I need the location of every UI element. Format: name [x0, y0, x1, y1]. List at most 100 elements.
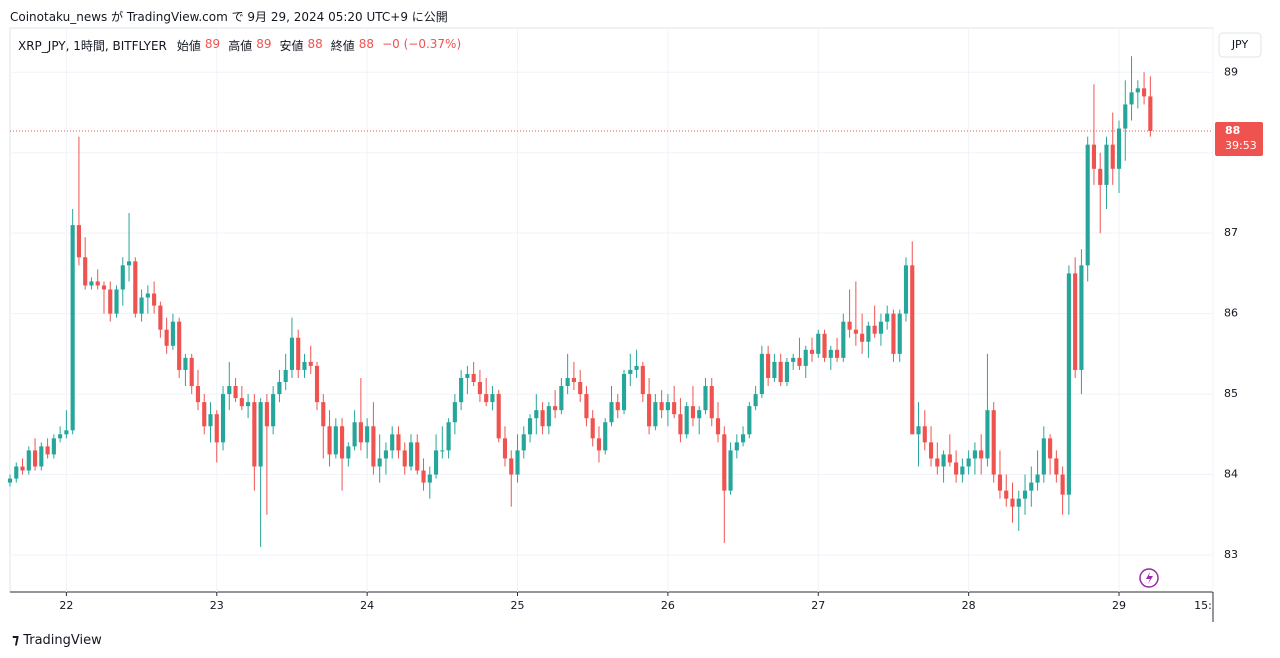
change: −0 (−0.37%): [382, 37, 462, 51]
candle-body: [665, 402, 670, 411]
candle-body: [308, 361, 313, 366]
candle-body: [89, 281, 94, 286]
candle-body: [540, 410, 545, 427]
candle-body: [860, 333, 865, 342]
candle-body: [1148, 96, 1153, 131]
y-tick-label: 84: [1224, 468, 1238, 481]
candle-body: [759, 353, 764, 395]
candle-body: [246, 402, 251, 407]
candle-body: [866, 325, 871, 342]
candle-body: [985, 410, 990, 459]
candle-body: [302, 361, 307, 370]
candle-body: [433, 450, 439, 475]
candle-body: [797, 357, 802, 366]
candle-body: [647, 394, 652, 427]
candle-body: [402, 450, 407, 467]
last-price-label: 88: [1225, 124, 1240, 137]
candle-body: [722, 434, 727, 491]
candle-body: [252, 402, 257, 467]
candle-body: [440, 450, 445, 452]
alert-bolt: [1146, 572, 1153, 584]
candle-body: [365, 426, 370, 443]
candle-body: [910, 265, 915, 435]
candle-body: [715, 418, 721, 435]
candle-body: [421, 470, 426, 483]
candle-body: [1129, 92, 1134, 105]
candle-body: [484, 394, 489, 403]
candle-body: [152, 293, 157, 306]
candle-body: [697, 410, 702, 419]
candle-body: [220, 394, 226, 443]
footer: ⁊ TradingView: [12, 632, 102, 648]
candle-body: [841, 321, 846, 358]
candle-body: [1054, 458, 1059, 475]
candle-body: [778, 361, 783, 383]
candle-body: [1104, 144, 1109, 185]
candle-body: [1091, 144, 1097, 169]
candle-body: [133, 261, 138, 314]
candle-body: [728, 450, 733, 491]
logo: ⁊: [12, 632, 20, 648]
candle-body: [158, 305, 163, 330]
candle-body: [766, 353, 771, 378]
candle-body: [834, 349, 840, 358]
candle-body: [1079, 265, 1084, 370]
brand: TradingView: [23, 632, 102, 648]
candle-body: [672, 402, 677, 415]
grid: [10, 28, 1214, 592]
candle-body: [340, 426, 345, 459]
candle-body: [289, 337, 295, 370]
y-tick-label: 83: [1224, 548, 1238, 561]
y-tick-label: 89: [1224, 65, 1238, 78]
candle-body: [95, 281, 100, 286]
candle-body: [916, 426, 921, 435]
candle-body: [628, 369, 633, 374]
candle-body: [452, 402, 457, 423]
candle-body: [1010, 498, 1015, 507]
candle-body: [747, 406, 752, 435]
candle-body: [1116, 128, 1122, 169]
candle-body: [578, 382, 583, 395]
candle-body: [527, 418, 533, 435]
candle-body: [233, 386, 238, 399]
x-tick-label: 23: [210, 599, 224, 612]
candle-body: [371, 426, 376, 467]
candle-body: [509, 458, 514, 475]
candle-body: [903, 265, 909, 314]
candle-body: [703, 386, 708, 411]
candle-body: [39, 446, 44, 467]
candle-body: [477, 382, 482, 395]
candle-body: [772, 361, 777, 378]
candle-body: [609, 402, 614, 423]
candle-body: [565, 377, 570, 387]
candle-body: [828, 349, 833, 358]
candle-body: [979, 450, 984, 459]
candle-body: [459, 377, 464, 403]
candle-body: [972, 450, 977, 459]
candle-body: [885, 313, 890, 322]
candle-body: [427, 474, 432, 483]
candle-body: [139, 297, 144, 314]
countdown: 39:53: [1225, 139, 1257, 152]
candle-body: [26, 450, 31, 471]
candle-body: [1022, 490, 1028, 499]
currency[interactable]: JPY: [1231, 38, 1249, 51]
candle-body: [947, 454, 952, 463]
currency-button[interactable]: [1218, 32, 1262, 58]
candle-body: [596, 438, 602, 451]
candle-body: [684, 406, 689, 435]
candle-body: [471, 373, 476, 383]
candle-body: [928, 442, 934, 459]
candle-body: [615, 402, 620, 411]
candle-body: [553, 406, 558, 411]
candle-body: [258, 402, 263, 467]
candle-body: [227, 386, 232, 395]
candle-body: [1142, 88, 1147, 97]
candle-body: [1098, 168, 1103, 185]
candle-body: [327, 426, 332, 455]
candle-body: [753, 394, 758, 407]
candle-body: [14, 466, 19, 479]
candle-body: [784, 361, 790, 383]
